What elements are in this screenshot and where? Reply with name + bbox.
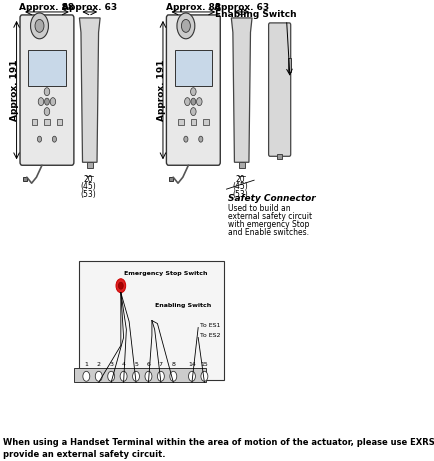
FancyBboxPatch shape	[20, 15, 74, 165]
Text: Enabling Switch: Enabling Switch	[155, 303, 211, 308]
Text: (45): (45)	[232, 182, 248, 191]
Bar	[178, 119, 183, 125]
Bar	[56, 119, 62, 125]
Circle shape	[145, 371, 151, 381]
Text: 5: 5	[134, 362, 138, 367]
Text: with emergency Stop: with emergency Stop	[227, 220, 309, 229]
Text: provide an external safety circuit.: provide an external safety circuit.	[3, 450, 166, 459]
Text: 20: 20	[235, 175, 244, 183]
Bar	[169, 177, 173, 181]
Text: To ES2: To ES2	[200, 333, 220, 338]
Bar	[28, 50, 66, 86]
Circle shape	[37, 136, 42, 142]
Circle shape	[82, 371, 89, 381]
Bar	[79, 261, 224, 380]
Bar	[86, 162, 93, 168]
Text: 20: 20	[83, 175, 93, 183]
Bar	[238, 162, 244, 168]
Text: and Enable switches.: and Enable switches.	[227, 228, 308, 237]
Bar	[174, 50, 211, 86]
Text: (53): (53)	[80, 189, 96, 199]
Circle shape	[95, 371, 102, 381]
Bar	[203, 119, 208, 125]
Text: (53): (53)	[232, 189, 248, 199]
Text: 14: 14	[187, 362, 195, 367]
Polygon shape	[231, 18, 251, 162]
Circle shape	[181, 19, 190, 32]
Polygon shape	[79, 18, 100, 162]
Text: Used to build an: Used to build an	[227, 204, 290, 213]
Text: 8: 8	[171, 362, 175, 367]
Circle shape	[38, 98, 44, 106]
Text: (45): (45)	[80, 182, 96, 191]
Bar	[276, 154, 281, 160]
Circle shape	[191, 98, 195, 105]
Text: 6: 6	[146, 362, 150, 367]
Text: To ES1: To ES1	[200, 323, 220, 328]
Text: 4: 4	[122, 362, 125, 367]
Circle shape	[118, 282, 123, 289]
Circle shape	[184, 136, 187, 142]
Circle shape	[190, 88, 196, 96]
Bar	[23, 177, 27, 181]
Bar	[74, 368, 205, 382]
Bar	[32, 119, 37, 125]
Circle shape	[50, 98, 56, 106]
Text: 2: 2	[96, 362, 101, 367]
Text: Safety Connector: Safety Connector	[227, 194, 315, 203]
Circle shape	[44, 98, 49, 105]
Circle shape	[108, 371, 115, 381]
Bar	[287, 58, 291, 71]
Text: external safety circuit: external safety circuit	[227, 212, 311, 221]
Circle shape	[132, 371, 139, 381]
Text: 7: 7	[158, 362, 162, 367]
Text: Approx. 191: Approx. 191	[10, 59, 19, 121]
Text: Approx. 88: Approx. 88	[20, 4, 74, 12]
Circle shape	[44, 107, 49, 116]
Circle shape	[120, 371, 127, 381]
Text: Approx. 191: Approx. 191	[156, 59, 165, 121]
Circle shape	[116, 279, 125, 293]
Circle shape	[184, 98, 190, 106]
Text: Emergency Stop Switch: Emergency Stop Switch	[124, 271, 207, 276]
Text: 15: 15	[200, 362, 208, 367]
Circle shape	[190, 107, 196, 116]
Circle shape	[188, 371, 195, 381]
Bar	[44, 119, 49, 125]
Text: Enabling Switch: Enabling Switch	[215, 11, 296, 19]
Circle shape	[157, 371, 164, 381]
Circle shape	[196, 98, 202, 106]
Bar	[190, 119, 196, 125]
FancyBboxPatch shape	[166, 15, 220, 165]
Circle shape	[52, 136, 56, 142]
Text: 3: 3	[109, 362, 113, 367]
Text: Approx. 63: Approx. 63	[62, 4, 117, 12]
Text: Approx. 63: Approx. 63	[214, 4, 269, 12]
Circle shape	[35, 19, 44, 32]
Text: Approx. 88: Approx. 88	[165, 4, 220, 12]
Circle shape	[30, 13, 48, 39]
Circle shape	[169, 371, 176, 381]
Text: When using a Handset Terminal within the area of motion of the actuator, please : When using a Handset Terminal within the…	[3, 438, 434, 447]
Circle shape	[177, 13, 194, 39]
FancyBboxPatch shape	[268, 23, 290, 156]
Text: 1: 1	[84, 362, 88, 367]
Circle shape	[198, 136, 202, 142]
Circle shape	[44, 88, 49, 96]
Circle shape	[201, 371, 207, 381]
